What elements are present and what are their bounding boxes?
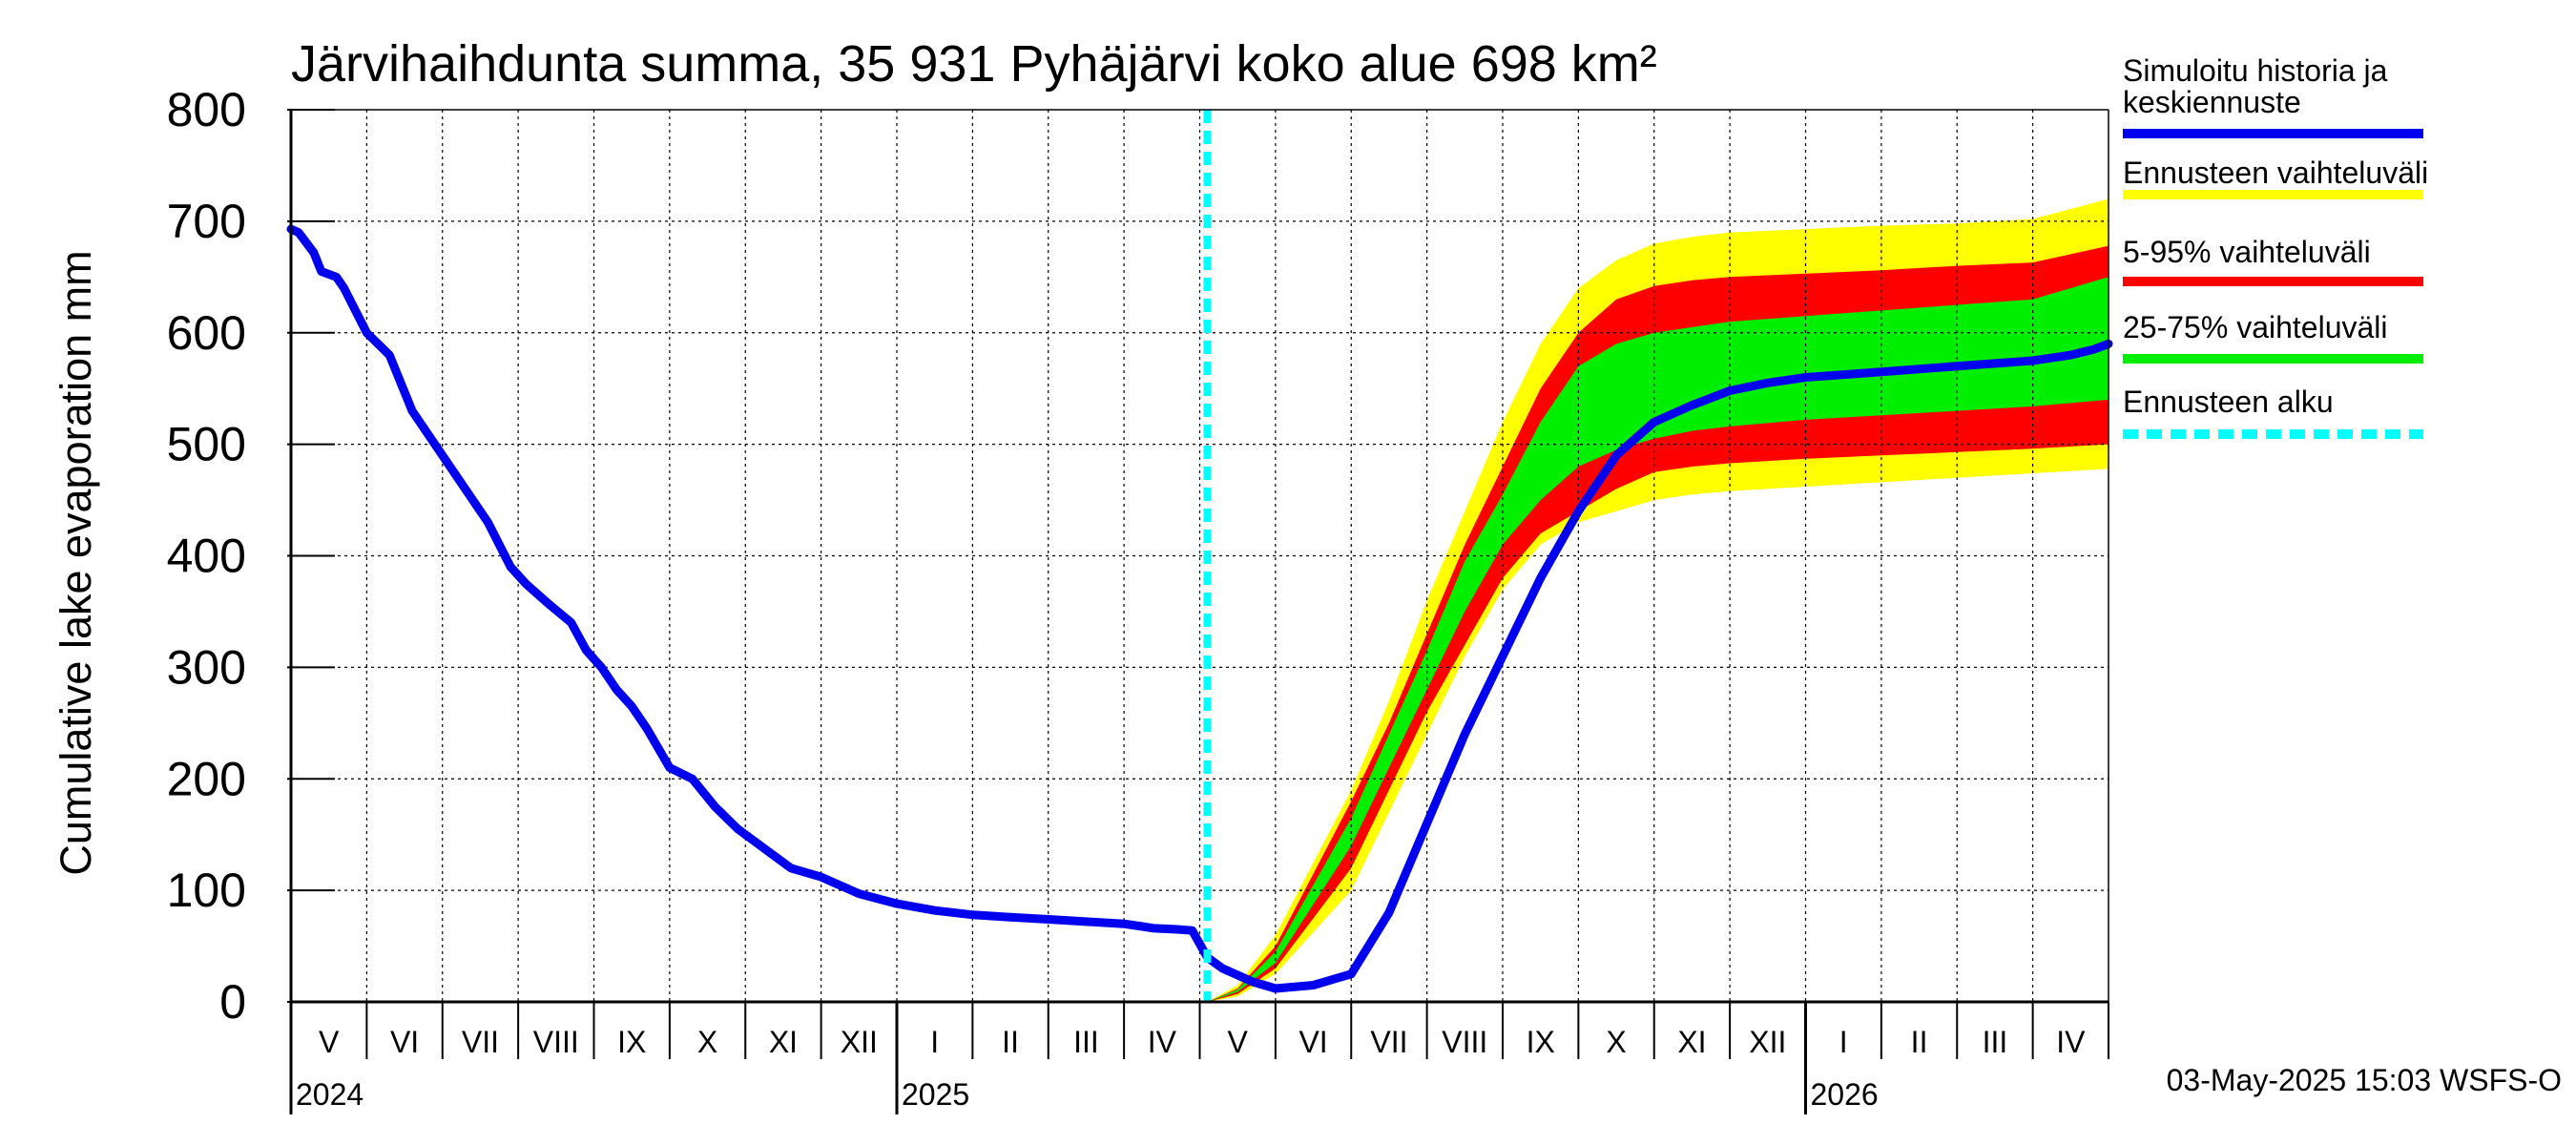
y-tick-label: 700 (167, 195, 246, 248)
series-lines-layer (286, 110, 2113, 1002)
month-label: V (319, 1025, 340, 1059)
month-label: III (1073, 1025, 1099, 1059)
month-label: X (697, 1025, 717, 1059)
forecast-bands-layer (1207, 198, 2109, 1003)
legend-label: keskiennuste (2123, 85, 2301, 119)
year-label: 2026 (1811, 1077, 1879, 1112)
month-label: I (1839, 1025, 1848, 1059)
median-series-line (286, 224, 2113, 993)
month-label: XI (769, 1025, 798, 1059)
legend-label: Simuloitu historia ja (2123, 53, 2388, 88)
grid-layer (291, 110, 2109, 1002)
month-label: XI (1677, 1025, 1706, 1059)
y-tick-label: 200 (167, 752, 246, 805)
month-label: IX (617, 1025, 646, 1059)
y-tick-label: 500 (167, 418, 246, 471)
month-label: VI (1298, 1025, 1327, 1059)
month-label: VIII (1442, 1025, 1487, 1059)
year-label: 2025 (902, 1077, 969, 1112)
y-axis-label: Cumulative lake evaporation mm (52, 250, 100, 875)
month-label: VII (462, 1025, 499, 1059)
month-label: IV (2056, 1025, 2086, 1059)
month-label: X (1606, 1025, 1626, 1059)
y-tick-label: 0 (219, 975, 246, 1029)
month-label: XII (1749, 1025, 1786, 1059)
month-label: II (1911, 1025, 1928, 1059)
month-label: VII (1370, 1025, 1407, 1059)
month-label: II (1002, 1025, 1019, 1059)
month-label: XII (841, 1025, 878, 1059)
y-tick-label: 400 (167, 530, 246, 583)
chart-title: Järvihaihdunta summa, 35 931 Pyhäjärvi k… (291, 35, 1657, 93)
y-tick-label: 100 (167, 864, 246, 917)
legend-label: 25-75% vaihteluväli (2123, 310, 2388, 344)
month-label: IV (1148, 1025, 1177, 1059)
month-label: IX (1527, 1025, 1555, 1059)
month-label: VIII (533, 1025, 579, 1059)
legend-label: Ennusteen vaihteluväli (2123, 156, 2428, 190)
y-tick-label: 600 (167, 306, 246, 360)
legend-label: 5-95% vaihteluväli (2123, 235, 2371, 269)
timestamp-label: 03-May-2025 15:03 WSFS-O (2167, 1063, 2562, 1097)
month-label: V (1228, 1025, 1249, 1059)
month-label: III (1983, 1025, 2008, 1059)
legend-label: Ennusteen alku (2123, 385, 2334, 419)
band-2 (1207, 245, 2109, 1003)
month-label: I (930, 1025, 939, 1059)
y-tick-label: 300 (167, 640, 246, 694)
y-tick-label: 800 (167, 83, 246, 136)
year-label: 2024 (296, 1077, 364, 1112)
month-label: VI (390, 1025, 419, 1059)
